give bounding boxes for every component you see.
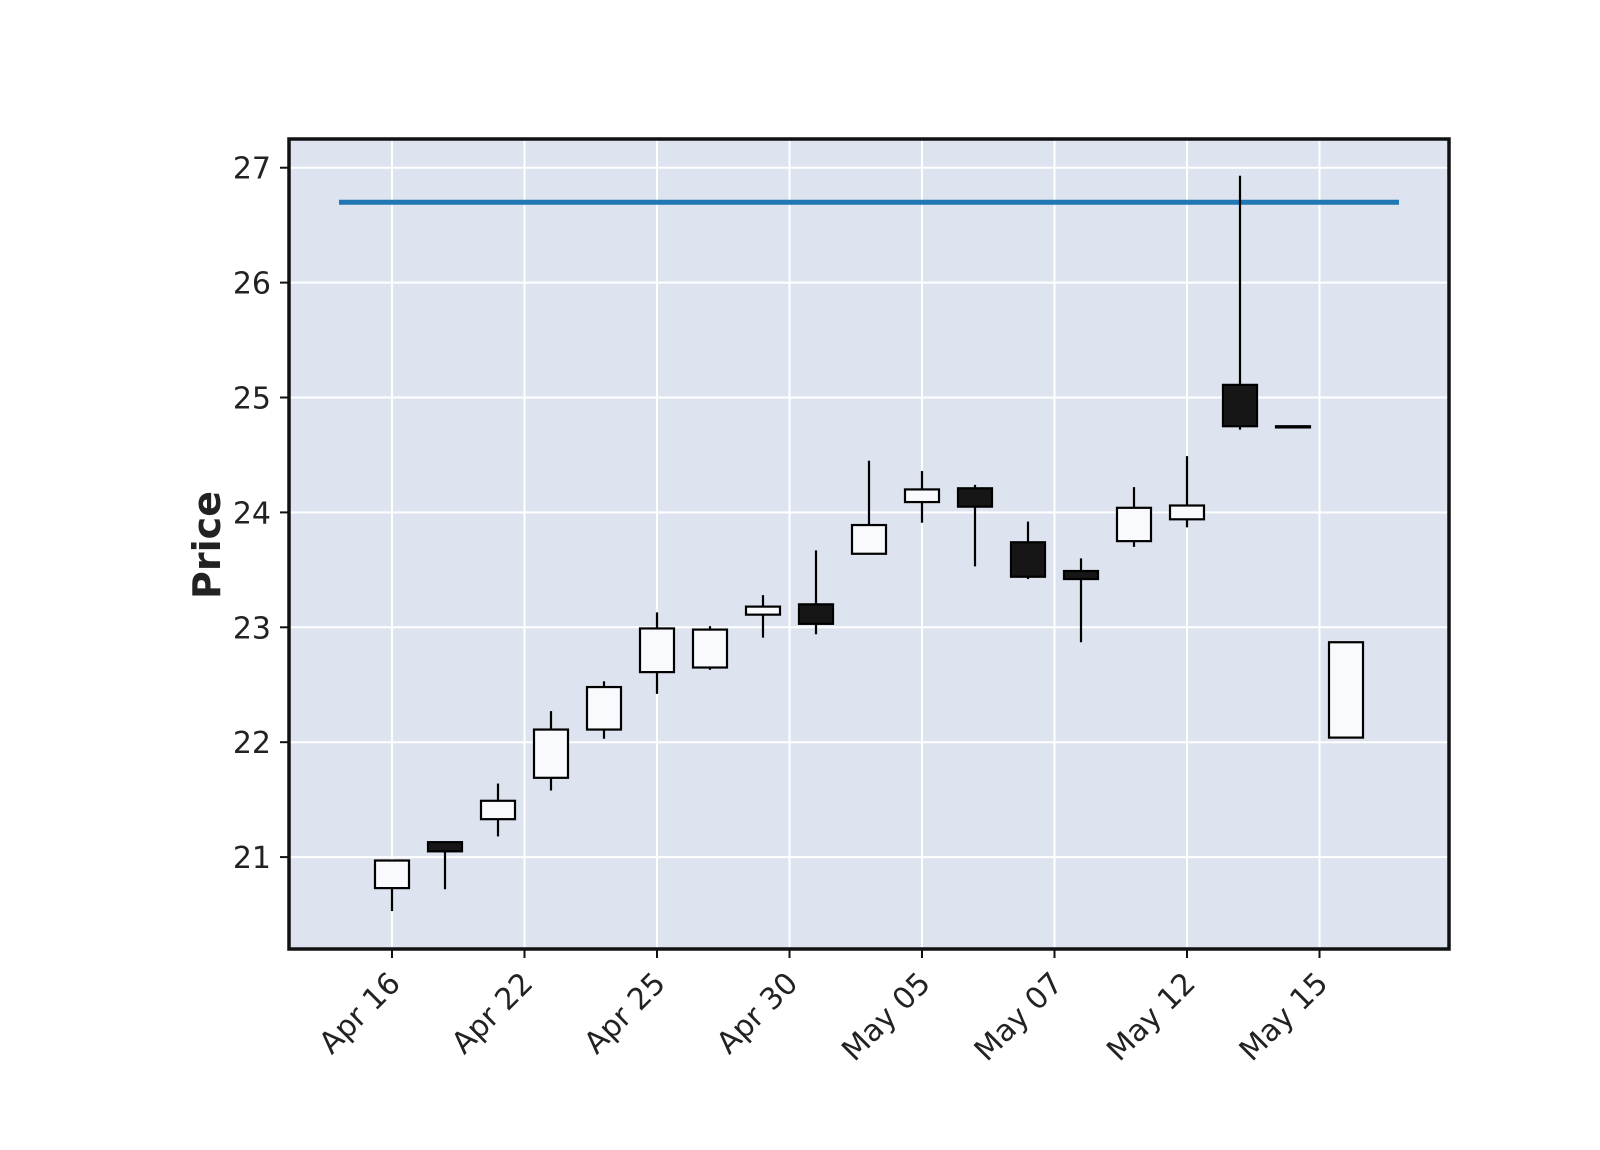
candle (1062, 558, 1100, 643)
x-tick-label: Apr 30 (710, 966, 805, 1061)
candle (479, 783, 517, 837)
candle (585, 681, 623, 739)
candle (1009, 521, 1047, 580)
candle-body-down (426, 841, 464, 853)
candles (373, 175, 1365, 912)
candle-body-down (797, 603, 835, 625)
candle (1115, 487, 1153, 547)
y-tick-label: 27 (233, 152, 271, 187)
candle-body-up (532, 728, 570, 779)
candle-body-up (903, 488, 941, 504)
candle-body-up (744, 605, 782, 616)
candle-body-up (1168, 504, 1206, 521)
x-tick-label: Apr 16 (312, 966, 407, 1061)
y-tick-label: 21 (233, 841, 271, 876)
candle (1274, 425, 1312, 429)
candle-body-down (1062, 569, 1100, 581)
x-tick-label: May 12 (1100, 966, 1202, 1068)
y-tick-label: 22 (233, 726, 271, 761)
y-axis-ticks: 21 22 23 24 25 26 27 (233, 152, 289, 876)
x-tick-label: Apr 25 (577, 966, 672, 1061)
candle (691, 626, 729, 670)
candle (638, 612, 676, 694)
candle-body-up (585, 685, 623, 731)
candle-body-up (691, 628, 729, 669)
x-tick-label: May 15 (1233, 966, 1335, 1068)
candle-body-down (956, 487, 994, 508)
grid-lines (289, 139, 1449, 949)
candle (903, 471, 941, 523)
candle (1168, 456, 1206, 528)
y-tick-label: 26 (233, 267, 271, 302)
candle (797, 550, 835, 635)
x-tick-label: May 05 (835, 966, 937, 1068)
candle-body-down (1009, 541, 1047, 578)
candle-body-down (1221, 383, 1259, 428)
candle-body-up (479, 799, 517, 821)
y-tick-label: 24 (233, 496, 271, 531)
y-tick-label: 23 (233, 611, 271, 646)
candle (532, 711, 570, 791)
candle-body-up (373, 859, 411, 890)
candle (1327, 641, 1365, 739)
x-axis-ticks: Apr 16 Apr 22 Apr 25 Apr 30 May 05 May 07 May … (312, 949, 1335, 1068)
candle (744, 595, 782, 638)
y-tick-label: 25 (233, 382, 271, 417)
candle (850, 460, 888, 555)
candle-body-up (1115, 506, 1153, 543)
candle-body-up (850, 523, 888, 555)
y-axis-label: Price (185, 491, 229, 599)
x-tick-label: May 07 (968, 966, 1070, 1068)
candle (426, 841, 464, 890)
candle (956, 484, 994, 567)
candle-body-up (1327, 641, 1365, 739)
candle (373, 859, 411, 912)
candle-body-up (1274, 425, 1312, 429)
x-tick-label: Apr 22 (445, 966, 540, 1061)
candle (1221, 175, 1259, 430)
candle-body-up (638, 627, 676, 674)
plot-frame (287, 137, 1451, 951)
